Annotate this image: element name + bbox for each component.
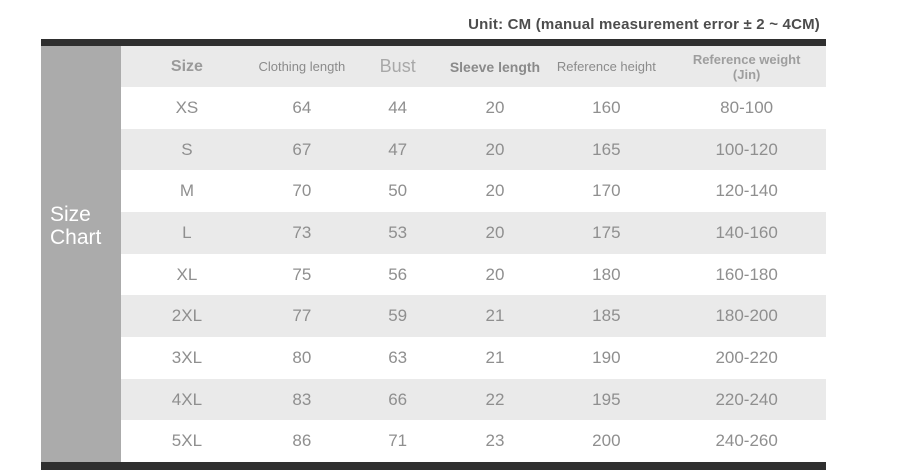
clothing-length-cell: 70	[292, 181, 312, 201]
reference-weight-cell: 160-180	[715, 264, 778, 284]
sidebar-label-line2: Chart	[50, 226, 102, 249]
bust-cell: 53	[388, 222, 408, 242]
table-row: 4XL 83 66 22 195 220-240	[121, 378, 826, 421]
sleeve-length-cell: 21	[485, 347, 505, 367]
bust-cell: 47	[388, 139, 408, 159]
size-cell: L	[182, 222, 192, 242]
column-header-clothing-length: Clothing length	[258, 59, 346, 74]
bust-cell: 44	[388, 97, 408, 117]
reference-weight-cell: 180-200	[715, 306, 778, 326]
table-row: S 67 47 20 165 100-120	[121, 128, 826, 171]
top-border-bar	[41, 39, 826, 46]
size-cell: M	[179, 181, 194, 201]
size-chart-table: Size Chart Size Clothing length Bust Sle…	[41, 39, 826, 470]
column-header-sleeve-length: Sleeve length	[449, 58, 541, 75]
reference-height-cell: 195	[592, 389, 621, 409]
clothing-length-cell: 80	[292, 347, 312, 367]
clothing-length-cell: 83	[292, 389, 312, 409]
sleeve-length-cell: 22	[485, 389, 505, 409]
reference-weight-cell: 120-140	[715, 181, 778, 201]
size-cell: 3XL	[171, 347, 203, 367]
reference-weight-cell: 100-120	[715, 139, 778, 159]
table-row: M 70 50 20 170 120-140	[121, 170, 826, 213]
sidebar-label-line1: Size	[50, 203, 91, 226]
reference-height-cell: 190	[592, 347, 621, 367]
reference-weight-cell: 240-260	[715, 431, 778, 451]
bust-cell: 66	[388, 389, 408, 409]
bottom-border-bar	[41, 462, 826, 470]
reference-height-cell: 200	[592, 431, 621, 451]
column-header-reference-weight-sub: (Jin)	[732, 66, 761, 82]
table-row: 2XL 77 59 21 185 180-200	[121, 295, 826, 338]
sleeve-length-cell: 20	[485, 222, 505, 242]
clothing-length-cell: 75	[292, 264, 312, 284]
clothing-length-cell: 73	[292, 222, 312, 242]
bust-cell: 50	[388, 181, 408, 201]
reference-height-cell: 180	[592, 264, 621, 284]
sleeve-length-cell: 20	[485, 181, 505, 201]
bust-cell: 56	[388, 264, 408, 284]
bust-cell: 59	[388, 306, 408, 326]
table-header-row: Size Clothing length Bust Sleeve length …	[121, 46, 826, 87]
reference-height-cell: 175	[592, 222, 621, 242]
bust-cell: 71	[388, 431, 408, 451]
reference-weight-cell: 200-220	[715, 347, 778, 367]
reference-weight-cell: 220-240	[715, 389, 778, 409]
table-row: 5XL 86 71 23 200 240-260	[121, 420, 826, 463]
table-row: XS 64 44 20 160 80-100	[121, 87, 826, 129]
table-content: Size Clothing length Bust Sleeve length …	[121, 46, 826, 463]
sleeve-length-cell: 21	[485, 306, 505, 326]
sidebar-label: Size Chart	[50, 203, 101, 249]
size-cell: XL	[176, 264, 198, 284]
reference-height-cell: 170	[592, 181, 621, 201]
table-row: XL 75 56 20 180 160-180	[121, 253, 826, 296]
column-header-bust: Bust	[379, 56, 416, 76]
sleeve-length-cell: 23	[485, 431, 505, 451]
size-cell: 4XL	[171, 389, 203, 409]
size-cell: 5XL	[171, 431, 203, 451]
bust-cell: 63	[388, 347, 408, 367]
sleeve-length-cell: 20	[485, 97, 505, 117]
clothing-length-cell: 77	[292, 306, 312, 326]
sleeve-length-cell: 20	[485, 264, 505, 284]
column-header-reference-weight-label: Reference weight	[692, 51, 801, 67]
clothing-length-cell: 64	[292, 97, 312, 117]
column-header-reference-height: Reference height	[556, 59, 656, 74]
column-header-size: Size	[170, 57, 203, 75]
size-cell: S	[181, 139, 193, 159]
table-row: L 73 53 20 175 140-160	[121, 212, 826, 254]
sleeve-length-cell: 20	[485, 139, 505, 159]
column-header-reference-weight: Reference weight (Jin)	[667, 52, 826, 82]
reference-weight-cell: 140-160	[715, 222, 778, 242]
table-row: 3XL 80 63 21 190 200-220	[121, 337, 826, 379]
size-cell: XS	[175, 97, 199, 117]
size-cell: 2XL	[171, 306, 203, 326]
clothing-length-cell: 67	[292, 139, 312, 159]
size-chart-sidebar: Size Chart	[41, 46, 121, 462]
reference-height-cell: 185	[592, 306, 621, 326]
reference-weight-cell: 80-100	[720, 97, 774, 117]
reference-height-cell: 160	[592, 97, 621, 117]
unit-note: Unit: CM (manual measurement error ± 2 ~…	[468, 16, 820, 33]
reference-height-cell: 165	[592, 139, 621, 159]
clothing-length-cell: 86	[292, 431, 312, 451]
